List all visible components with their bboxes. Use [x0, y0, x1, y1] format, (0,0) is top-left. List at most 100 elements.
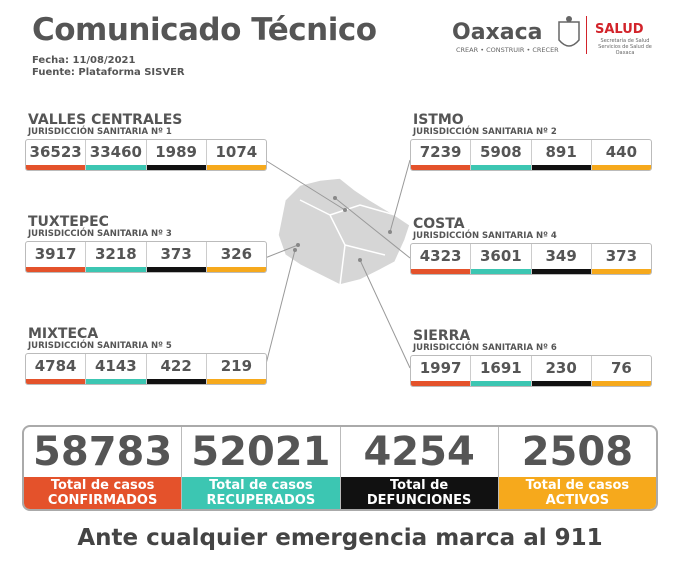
total-label: Total de DEFUNCIONES [340, 477, 498, 509]
region-value: 440 [591, 140, 651, 170]
region-value: 4784 [26, 354, 87, 384]
title: Comunicado Técnico [32, 12, 377, 48]
region-value: 33460 [86, 140, 147, 170]
status-bar [26, 379, 86, 384]
status-bar [206, 379, 266, 384]
region-jurisdiction: JURISDICCIÓN SANITARIA Nº 4 [413, 231, 557, 241]
region-value: 5908 [471, 140, 532, 170]
health-sub-line: Servicios de Salud de Oaxaca [598, 44, 652, 56]
health-logo: SALUD [595, 22, 644, 37]
total-label-line: RECUPERADOS [206, 493, 316, 508]
source: Fuente: Plataforma SISVER [32, 67, 185, 78]
status-bar [86, 267, 146, 272]
total-value: 52021 [191, 429, 331, 475]
status-bar [531, 381, 591, 386]
region-jurisdiction: JURISDICCIÓN SANITARIA Nº 2 [413, 127, 557, 137]
region-name: VALLES CENTRALES [28, 112, 183, 128]
region-name: ISTMO [413, 112, 464, 128]
region-value: 422 [146, 354, 207, 384]
status-bar [26, 165, 86, 170]
region-value: 1691 [471, 356, 532, 386]
region-value: 3917 [26, 242, 87, 272]
region-value: 373 [591, 244, 651, 274]
region-name: SIERRA [413, 328, 471, 344]
total-value: 2508 [521, 429, 634, 475]
status-bar [531, 269, 591, 274]
status-bar [411, 381, 471, 386]
region-jurisdiction: JURISDICCIÓN SANITARIA Nº 5 [28, 341, 172, 351]
total-label-line: CONFIRMADOS [47, 493, 158, 508]
region-jurisdiction: JURISDICCIÓN SANITARIA Nº 3 [28, 229, 172, 239]
total-cell: 4254 Total de DEFUNCIONES [340, 427, 499, 509]
status-bar [146, 165, 206, 170]
footer: Ante cualquier emergencia marca al 911 [77, 525, 603, 551]
total-label-line: ACTIVOS [545, 493, 610, 508]
status-bar [206, 267, 266, 272]
logo-divider [586, 16, 587, 54]
status-bar [471, 165, 531, 170]
region-value: 7239 [411, 140, 472, 170]
status-bar [411, 165, 471, 170]
status-bar [146, 379, 206, 384]
status-bar [26, 267, 86, 272]
total-label: Total de casos RECUPERADOS [182, 477, 340, 509]
health-subtitle: Secretaría de Salud Servicios de Salud d… [590, 38, 660, 56]
region-box: 3917 3218 373 326 [25, 241, 267, 273]
total-label-line: Total de casos [209, 478, 313, 493]
region-value: 219 [206, 354, 266, 384]
total-value: 58783 [33, 429, 173, 475]
status-bar [411, 269, 471, 274]
status-bar [86, 165, 146, 170]
status-bar [86, 379, 146, 384]
date: Fecha: 11/08/2021 [32, 55, 136, 66]
total-label: Total de casos CONFIRMADOS [24, 477, 182, 509]
total-label: Total de casos ACTIVOS [498, 477, 656, 509]
status-bar [471, 269, 531, 274]
totals: 58783 Total de casos CONFIRMADOS 52021 Total… [22, 425, 658, 511]
total-label-line: DEFUNCIONES [366, 493, 472, 508]
region-name: MIXTECA [28, 326, 99, 342]
region-value: 373 [146, 242, 207, 272]
status-bar [531, 165, 591, 170]
total-label-line: Total de casos [50, 478, 155, 493]
region-name: TUXTEPEC [28, 214, 109, 230]
health-sub-line: Secretaría de Salud [600, 38, 650, 44]
total-label-line: Total de casos [525, 478, 630, 493]
region-value: 36523 [26, 140, 87, 170]
coat-of-arms [558, 16, 580, 47]
region-value: 1997 [411, 356, 472, 386]
region-jurisdiction: JURISDICCIÓN SANITARIA Nº 6 [413, 343, 557, 353]
region-value: 1989 [146, 140, 207, 170]
region-box: 4784 4143 422 219 [25, 353, 267, 385]
region-name: COSTA [413, 216, 465, 232]
region-value: 230 [531, 356, 592, 386]
region-box: 1997 1691 230 76 [410, 355, 652, 387]
status-bar [146, 267, 206, 272]
region-box: 36523 33460 1989 1074 [25, 139, 267, 171]
region-value: 4323 [411, 244, 472, 274]
region-jurisdiction: JURISDICCIÓN SANITARIA Nº 1 [28, 127, 172, 137]
region-value: 3218 [86, 242, 147, 272]
map [264, 159, 411, 369]
total-label-line: Total de [390, 478, 449, 493]
region-value: 326 [206, 242, 266, 272]
total-cell: 58783 Total de casos CONFIRMADOS [24, 427, 183, 509]
region-value: 349 [531, 244, 592, 274]
region-box: 4323 3601 349 373 [410, 243, 652, 275]
status-bar [206, 165, 266, 170]
status-bar [591, 381, 651, 386]
region-value: 76 [591, 356, 651, 386]
region-value: 1074 [206, 140, 266, 170]
total-cell: 2508 Total de casos ACTIVOS [498, 427, 656, 509]
region-value: 4143 [86, 354, 147, 384]
region-box: 7239 5908 891 440 [410, 139, 652, 171]
state-logo: Oaxaca [452, 20, 543, 45]
region-value: 891 [531, 140, 592, 170]
status-bar [471, 381, 531, 386]
region-value: 3601 [471, 244, 532, 274]
status-bar [591, 165, 651, 170]
state-tagline: CREAR • CONSTRUIR • CRECER [456, 46, 559, 54]
status-bar [591, 269, 651, 274]
total-cell: 52021 Total de casos RECUPERADOS [182, 427, 341, 509]
